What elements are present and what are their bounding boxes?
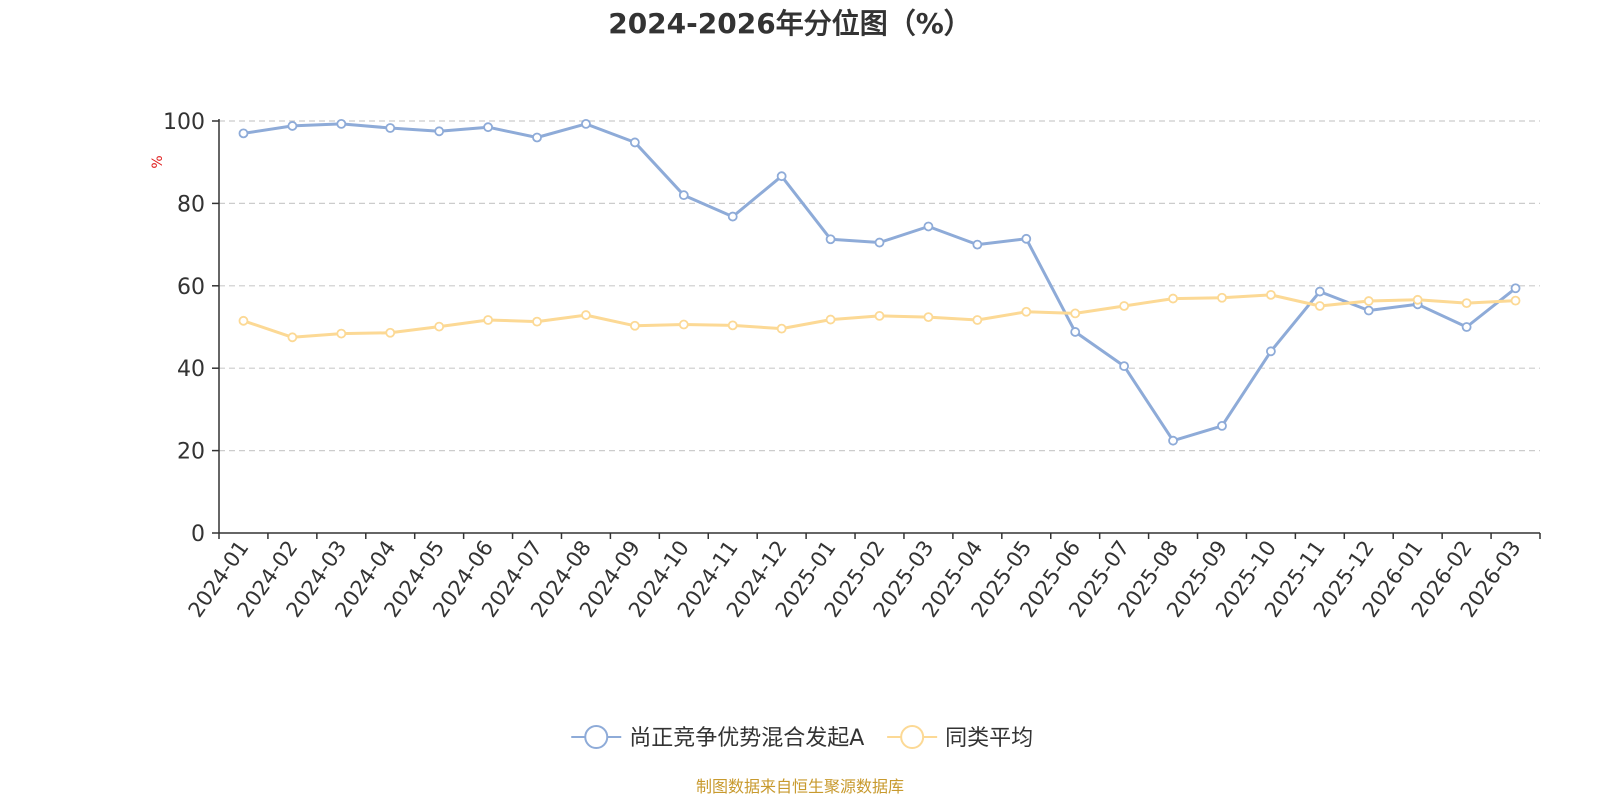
- data-point: [287, 332, 298, 343]
- grid-lines: [219, 120, 1540, 452]
- data-point: [1363, 296, 1374, 306]
- data-point: [1510, 295, 1521, 306]
- data-point: [678, 319, 689, 330]
- data-point: [825, 234, 836, 245]
- axes: 0204060801002024-012024-022024-032024-04…: [163, 110, 1541, 622]
- data-points: [238, 118, 1521, 446]
- data-point: [1070, 308, 1081, 319]
- data-point: [727, 320, 738, 331]
- data-point: [825, 314, 836, 325]
- data-point: [1168, 293, 1178, 304]
- y-tick-label: 20: [177, 440, 205, 465]
- legend-label: 同类平均: [945, 726, 1033, 751]
- y-axis-label: %: [150, 155, 166, 168]
- y-tick-label: 60: [177, 275, 205, 300]
- data-point: [532, 132, 542, 143]
- data-point: [483, 315, 493, 325]
- legend-marker: [584, 725, 609, 749]
- data-point: [238, 128, 249, 139]
- data-point: [1510, 283, 1521, 294]
- legend-item-0[interactable]: 尚正竞争优势混合发起A: [571, 725, 864, 751]
- data-point: [629, 137, 640, 148]
- y-tick-label: 100: [163, 110, 205, 135]
- legend: 尚正竞争优势混合发起A 同类平均: [571, 725, 1033, 751]
- data-point: [1266, 346, 1276, 357]
- data-point: [1021, 306, 1032, 317]
- data-point: [678, 190, 689, 201]
- legend-label: 尚正竞争优势混合发起A: [629, 726, 864, 751]
- data-point: [923, 312, 934, 323]
- data-point: [874, 237, 885, 248]
- data-point: [776, 323, 787, 334]
- data-point: [1314, 301, 1325, 311]
- data-point: [972, 315, 983, 325]
- data-point: [727, 211, 738, 222]
- data-point: [972, 239, 983, 250]
- data-point: [385, 327, 396, 338]
- data-point: [874, 310, 885, 321]
- y-tick-label: 0: [191, 522, 205, 547]
- data-point: [776, 171, 787, 182]
- data-point: [1070, 327, 1081, 337]
- source-note: 制图数据来自恒生聚源数据库: [696, 777, 904, 796]
- data-point: [336, 118, 347, 129]
- data-point: [1266, 289, 1276, 300]
- y-tick-label: 40: [177, 357, 205, 382]
- series-line-0: [243, 122, 1517, 443]
- data-point: [434, 126, 445, 137]
- data-point: [434, 321, 445, 332]
- data-point: [1119, 361, 1130, 372]
- data-point: [1217, 292, 1227, 303]
- data-point: [1168, 435, 1178, 446]
- data-point: [581, 310, 591, 320]
- data-point: [483, 122, 493, 133]
- data-point: [1461, 322, 1472, 332]
- data-point: [532, 316, 542, 327]
- data-point: [385, 123, 396, 133]
- data-point: [1217, 420, 1227, 431]
- y-tick-label: 80: [177, 192, 205, 217]
- data-point: [336, 328, 347, 339]
- data-point: [1021, 233, 1032, 244]
- chart-title: 2024-2026年分位图（%）: [608, 7, 972, 40]
- data-point: [1119, 301, 1130, 311]
- data-point: [287, 121, 298, 131]
- data-point: [1363, 305, 1374, 316]
- data-point: [1412, 294, 1423, 305]
- data-point: [581, 118, 591, 129]
- data-point: [1314, 286, 1325, 297]
- series-lines: [243, 122, 1517, 443]
- data-point: [238, 315, 249, 326]
- data-point: [629, 320, 640, 331]
- data-point: [923, 221, 934, 232]
- legend-marker: [900, 725, 925, 749]
- legend-item-1[interactable]: 同类平均: [887, 725, 1033, 751]
- data-point: [1461, 298, 1472, 309]
